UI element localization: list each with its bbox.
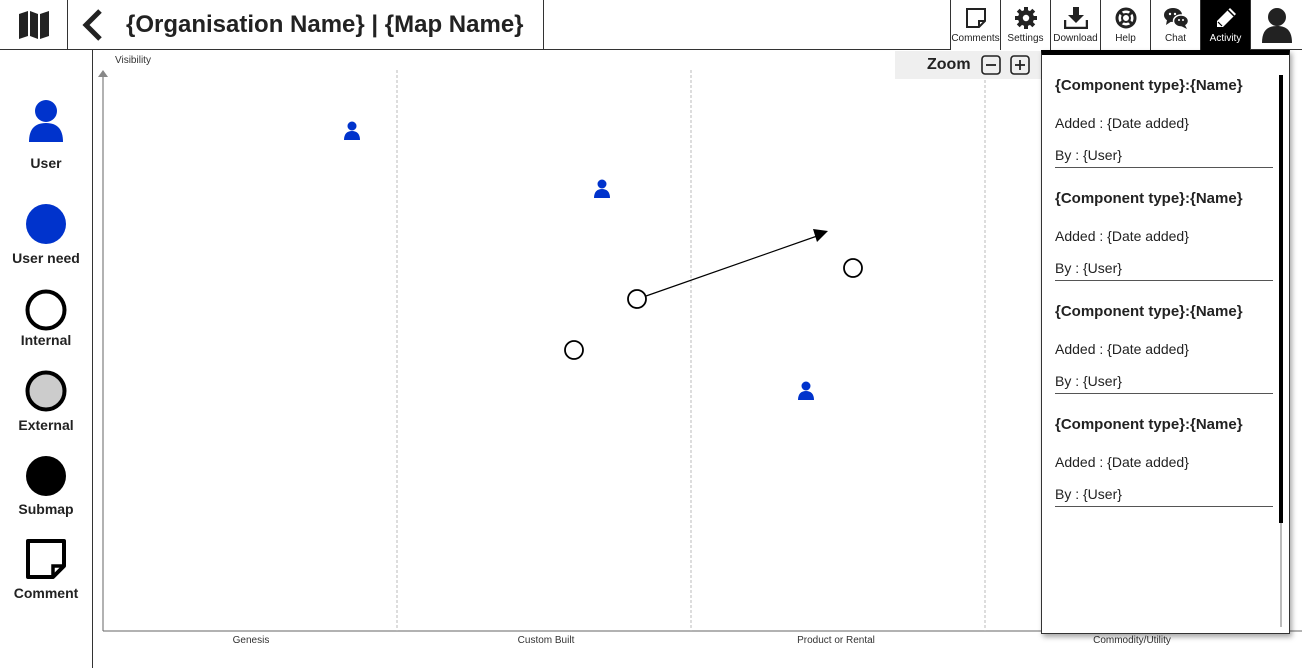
- activity-label: Activity: [1209, 33, 1242, 44]
- download-button[interactable]: Download: [1050, 0, 1100, 50]
- chat-label: Chat: [1164, 33, 1187, 44]
- map-internal-2[interactable]: [843, 258, 863, 278]
- palette-comment-label: Comment: [13, 585, 79, 601]
- activity-item-user: By : {User}: [1055, 486, 1122, 502]
- user-profile-icon: [1262, 8, 1292, 43]
- comments-button[interactable]: Comments: [950, 0, 1000, 50]
- y-axis-arrow: [98, 70, 108, 77]
- filled-black-circle-icon: [26, 456, 66, 496]
- activity-item[interactable]: {Component type}:{Name} Added : {Date ad…: [1055, 281, 1273, 394]
- evolution-arrow: [645, 234, 821, 297]
- page-title: {Organisation Name} | {Map Name}: [126, 11, 524, 38]
- palette-user-need[interactable]: User need: [0, 203, 92, 266]
- activity-item-user: By : {User}: [1055, 373, 1122, 389]
- activity-panel: {Component type}:{Name} Added : {Date ad…: [1041, 50, 1290, 634]
- palette-internal[interactable]: Internal: [0, 289, 92, 348]
- palette-internal-label: Internal: [20, 332, 72, 348]
- palette-submap-label: Submap: [18, 501, 74, 517]
- map-user-2[interactable]: [594, 179, 610, 199]
- profile-button[interactable]: [1250, 0, 1302, 50]
- activity-button[interactable]: Activity: [1200, 0, 1250, 50]
- comments-label: Comments: [951, 33, 1000, 44]
- gear-icon: [1014, 7, 1037, 29]
- zoom-label: Zoom: [927, 56, 971, 73]
- toolbar: Comments Settings Download: [950, 0, 1302, 50]
- map-user-3[interactable]: [798, 381, 814, 401]
- activity-item-title: {Component type}:{Name}: [1055, 77, 1243, 94]
- activity-item-title: {Component type}:{Name}: [1055, 416, 1243, 433]
- activity-item-user: By : {User}: [1055, 147, 1122, 163]
- activity-scrollbar-thumb[interactable]: [1279, 75, 1283, 523]
- grey-circle-icon: [25, 370, 67, 412]
- back-button[interactable]: [68, 0, 118, 50]
- evolution-arrowhead: [813, 229, 828, 242]
- map-icon: [18, 11, 49, 39]
- download-icon: [1063, 7, 1088, 29]
- palette-external[interactable]: External: [0, 370, 92, 433]
- palette-user-label: User: [30, 155, 62, 171]
- map-internal-3[interactable]: [564, 340, 584, 360]
- palette-external-label: External: [18, 417, 74, 433]
- activity-item[interactable]: {Component type}:{Name} Added : {Date ad…: [1055, 394, 1273, 507]
- activity-item-date: Added : {Date added}: [1055, 341, 1189, 357]
- activity-item-date: Added : {Date added}: [1055, 115, 1189, 131]
- activity-item-title: {Component type}:{Name}: [1055, 190, 1243, 207]
- settings-button[interactable]: Settings: [1000, 0, 1050, 50]
- hollow-circle-icon: [25, 289, 67, 331]
- activity-item[interactable]: {Component type}:{Name} Added : {Date ad…: [1055, 55, 1273, 168]
- activity-item-date: Added : {Date added}: [1055, 454, 1189, 470]
- chevron-left-icon: [82, 9, 102, 41]
- palette-user[interactable]: User: [0, 100, 92, 171]
- y-axis-label: Visibility: [115, 55, 151, 66]
- sticky-note-icon: [26, 539, 66, 579]
- pencil-icon: [1216, 8, 1236, 27]
- logo[interactable]: [0, 0, 68, 50]
- stage-custom-built: Custom Built: [517, 635, 575, 646]
- activity-item-title: {Component type}:{Name}: [1055, 303, 1243, 320]
- filled-blue-circle-icon: [26, 204, 66, 244]
- activity-item-date: Added : {Date added}: [1055, 228, 1189, 244]
- activity-list[interactable]: {Component type}:{Name} Added : {Date ad…: [1042, 55, 1276, 633]
- zoom-control: Zoom: [895, 51, 1041, 79]
- settings-label: Settings: [1007, 33, 1044, 44]
- help-label: Help: [1115, 33, 1136, 44]
- download-label: Download: [1053, 33, 1098, 44]
- palette-comment[interactable]: Comment: [0, 538, 92, 601]
- chat-icon: [1163, 8, 1189, 29]
- stage-commodity-utility: Commodity/Utility: [1093, 635, 1171, 646]
- user-icon: [29, 100, 63, 142]
- zoom-in-button[interactable]: [1009, 55, 1030, 75]
- stage-genesis: Genesis: [232, 635, 270, 646]
- map-user-1[interactable]: [344, 121, 360, 141]
- zoom-out-button[interactable]: [980, 55, 1001, 75]
- activity-item[interactable]: {Component type}:{Name} Added : {Date ad…: [1055, 168, 1273, 281]
- activity-item-user: By : {User}: [1055, 260, 1122, 276]
- palette-user-need-label: User need: [12, 250, 80, 266]
- sticky-note-icon: [965, 8, 986, 28]
- help-button[interactable]: Help: [1100, 0, 1150, 50]
- palette-submap[interactable]: Submap: [0, 455, 92, 517]
- app-header: {Organisation Name} | {Map Name} Comment…: [0, 0, 1302, 50]
- title-bar: {Organisation Name} | {Map Name}: [68, 0, 544, 50]
- stage-product-rental: Product or Rental: [797, 635, 875, 646]
- chat-button[interactable]: Chat: [1150, 0, 1200, 50]
- map-internal-1[interactable]: [627, 289, 647, 309]
- component-palette: User User need Internal External Submap …: [0, 50, 93, 668]
- lifebuoy-icon: [1115, 7, 1136, 29]
